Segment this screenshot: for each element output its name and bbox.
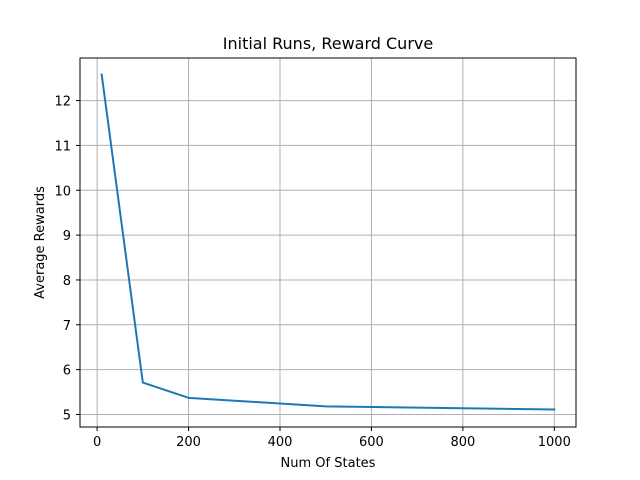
y-tick-label: 5 — [63, 408, 71, 423]
series-layer — [100, 73, 556, 411]
plot-area-frame — [79, 57, 577, 428]
x-tick-label: 1000 — [538, 435, 571, 450]
x-tick-label: 800 — [450, 435, 475, 450]
chart-title: Initial Runs, Reward Curve — [223, 34, 433, 53]
y-tick-label: 10 — [54, 184, 71, 199]
x-tick-label: 400 — [268, 435, 293, 450]
x-tick-label: 0 — [93, 435, 101, 450]
y-tick-label: 7 — [63, 319, 71, 334]
y-tick-label: 12 — [54, 95, 71, 110]
axis-ticks: 0 200 400 600 800 1000 5 6 7 8 9 10 11 12 — [54, 95, 570, 450]
y-tick-label: 11 — [54, 139, 71, 154]
x-axis-label: Num Of States — [281, 456, 376, 471]
y-tick-label: 8 — [63, 274, 71, 289]
grid-lines — [80, 58, 576, 427]
x-tick-label: 600 — [359, 435, 384, 450]
y-axis-label: Average Rewards — [33, 186, 48, 299]
y-tick-label: 9 — [63, 229, 71, 244]
y-tick-label: 6 — [63, 364, 71, 379]
x-tick-label: 200 — [176, 435, 201, 450]
